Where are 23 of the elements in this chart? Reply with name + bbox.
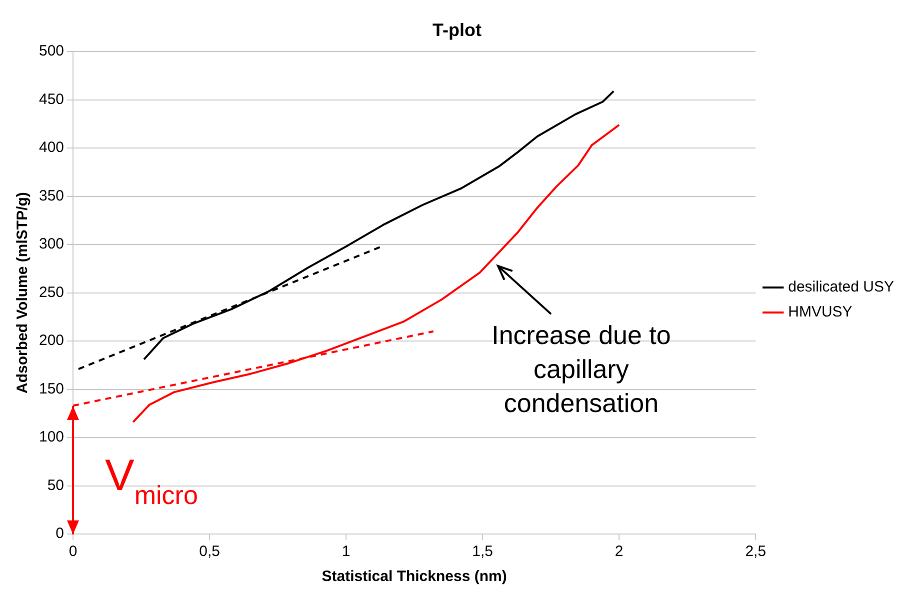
- y-tick-label: 150: [38, 380, 64, 398]
- y-tick-label: 0: [56, 525, 64, 542]
- y-tick-label: 50: [47, 476, 64, 494]
- y-axis-title: Adsorbed Volume (mlSTP/g): [14, 192, 32, 394]
- y-tick-label: 400: [38, 139, 64, 156]
- legend-label: desilicated USY: [788, 278, 894, 296]
- y-tick-label: 350: [38, 187, 64, 204]
- y-tick-label: 450: [38, 90, 64, 108]
- y-tick-label: 300: [38, 236, 64, 253]
- x-tick-label: 0,5: [199, 543, 220, 560]
- x-tick-label: 2: [614, 543, 624, 560]
- x-axis-title: Statistical Thickness (nm): [322, 568, 507, 586]
- y-tick-label: 200: [38, 332, 64, 350]
- x-tick-label: 1,5: [472, 543, 494, 560]
- legend-label: HMVUSY: [788, 304, 852, 321]
- x-tick-label: 0: [68, 543, 78, 560]
- y-tick-label: 250: [38, 284, 64, 301]
- x-tick-label: 2,5: [745, 543, 766, 560]
- annotation: Increase due to capillary condensation: [492, 320, 671, 418]
- y-tick-label: 100: [38, 428, 64, 446]
- chart-title: T-plot: [432, 20, 482, 40]
- x-tick-label: 1: [342, 543, 350, 560]
- y-tick-label: 500: [38, 42, 64, 60]
